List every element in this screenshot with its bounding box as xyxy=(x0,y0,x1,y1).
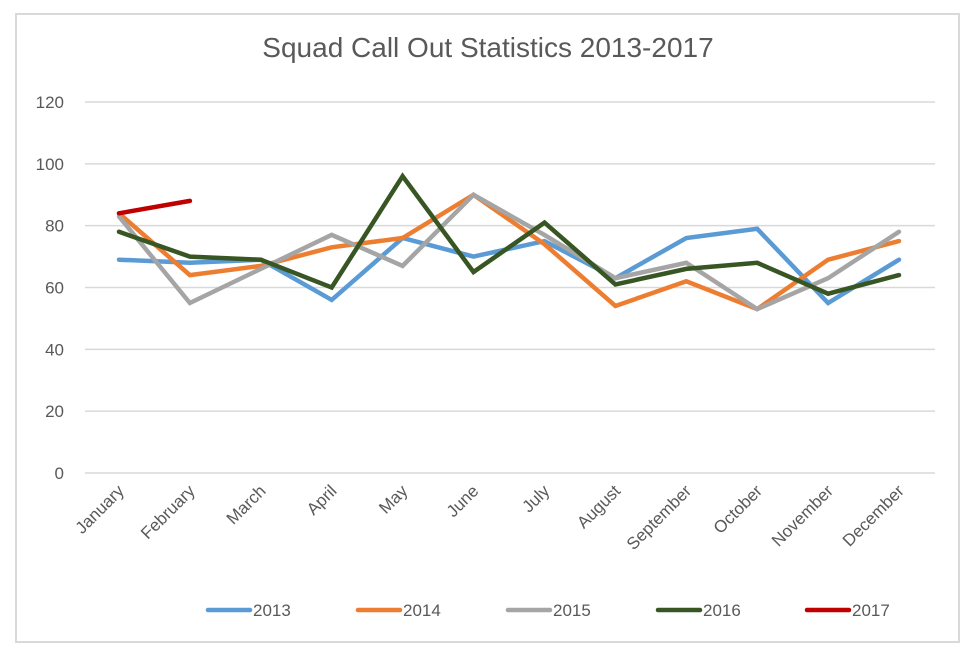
legend-item-2016: 2016 xyxy=(655,601,741,620)
x-tick-label: September xyxy=(623,481,695,553)
x-tick-label: January xyxy=(72,481,129,538)
x-axis-ticks: January February March April May June July Augu… xyxy=(72,481,908,554)
y-tick-label: 0 xyxy=(55,464,64,483)
y-tick-label: 80 xyxy=(45,217,64,236)
x-tick-label: July xyxy=(518,481,553,516)
legend: 2013 2014 2015 2016 2017 xyxy=(205,601,890,620)
x-tick-label: November xyxy=(768,481,837,550)
series-line-2015 xyxy=(116,191,902,312)
chart-title: Squad Call Out Statistics 2013-2017 xyxy=(262,32,713,63)
x-tick-label: May xyxy=(375,481,411,517)
chart-frame xyxy=(15,13,960,643)
x-tick-label: March xyxy=(223,481,270,528)
legend-label: 2013 xyxy=(253,601,291,620)
y-tick-label: 20 xyxy=(45,402,64,421)
x-tick-label: December xyxy=(839,481,908,550)
x-tick-label: February xyxy=(137,481,199,543)
series-line-2014 xyxy=(116,192,902,312)
legend-label: 2014 xyxy=(403,601,441,620)
y-tick-label: 60 xyxy=(45,279,64,298)
series-line-2017 xyxy=(116,198,193,216)
legend-item-2014: 2014 xyxy=(355,601,441,620)
y-tick-label: 120 xyxy=(36,93,64,112)
legend-label: 2016 xyxy=(703,601,741,620)
legend-item-2017: 2017 xyxy=(804,601,890,620)
gridlines xyxy=(85,101,935,474)
y-tick-label: 40 xyxy=(45,340,64,359)
x-tick-label: August xyxy=(573,481,624,532)
legend-item-2013: 2013 xyxy=(205,601,291,620)
y-tick-label: 100 xyxy=(36,155,64,174)
legend-label: 2017 xyxy=(852,601,890,620)
series-lines xyxy=(116,172,902,312)
x-tick-label: June xyxy=(443,481,483,521)
x-tick-label: April xyxy=(303,481,340,518)
legend-item-2015: 2015 xyxy=(505,601,591,620)
series-line-2016 xyxy=(116,172,902,297)
y-axis-ticks: 0 20 40 60 80 100 120 xyxy=(36,93,64,483)
legend-label: 2015 xyxy=(553,601,591,620)
x-tick-label: October xyxy=(710,481,766,537)
